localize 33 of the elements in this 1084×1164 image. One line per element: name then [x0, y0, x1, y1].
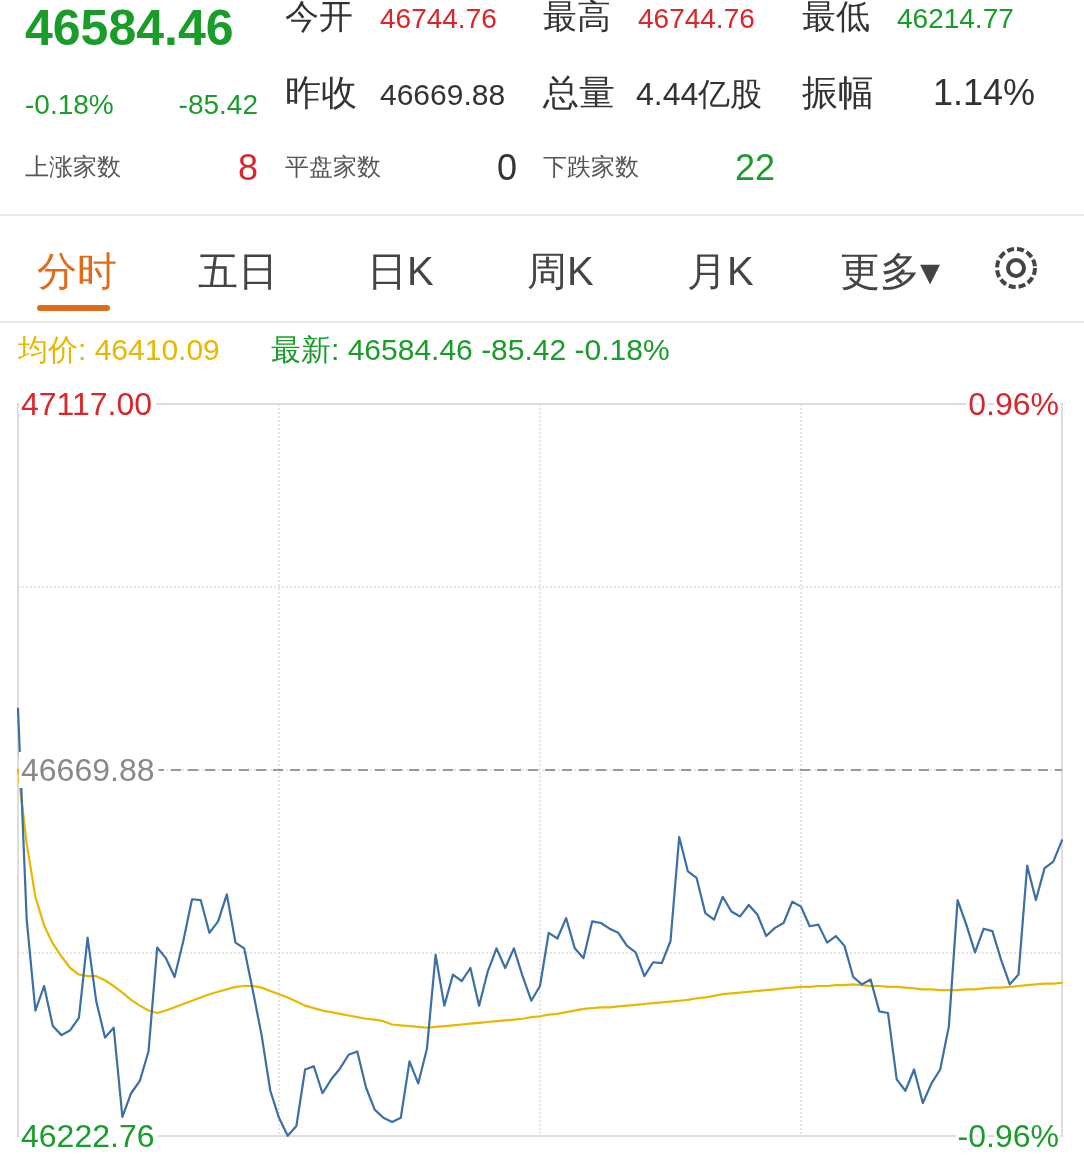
text: 周K	[527, 249, 594, 293]
text: 46744.76	[380, 3, 497, 34]
text: 8	[237, 147, 258, 188]
text: 总量	[542, 72, 615, 113]
text: 下跌家数	[543, 153, 639, 180]
text: 46744.76	[638, 3, 755, 34]
text: 月K	[687, 249, 754, 293]
text: 最新: 46584.46 -85.42 -0.18%	[271, 333, 670, 366]
text: 振幅	[802, 72, 874, 113]
text: 46669.88	[380, 78, 506, 111]
text: 1.14%	[932, 72, 1035, 113]
text: 分时	[37, 249, 117, 293]
text: 46584.46	[25, 0, 234, 56]
text: 0	[496, 147, 517, 188]
text: 日K	[367, 249, 434, 293]
text: -0.18%	[25, 89, 114, 120]
y2-tick-label: 0.96%	[968, 386, 1059, 422]
text: 昨收	[285, 72, 357, 113]
text: 五日	[198, 249, 278, 293]
text: 22	[734, 147, 775, 188]
y-tick-label: 46669.88	[21, 752, 155, 788]
text: -85.42	[178, 89, 258, 120]
text: 最低	[802, 0, 870, 35]
text: 4.44亿股	[636, 76, 763, 112]
y-tick-label: 47117.00	[21, 386, 153, 422]
text: 更多▾	[840, 249, 941, 293]
text: 平盘家数	[285, 153, 381, 180]
text: 今开	[285, 0, 353, 35]
text: 均价: 46410.09	[17, 333, 220, 366]
text: 上涨家数	[25, 153, 121, 180]
text: 46214.77	[897, 3, 1014, 34]
y2-tick-label: -0.96%	[957, 1118, 1059, 1154]
y-tick-label: 46222.76	[21, 1118, 155, 1154]
